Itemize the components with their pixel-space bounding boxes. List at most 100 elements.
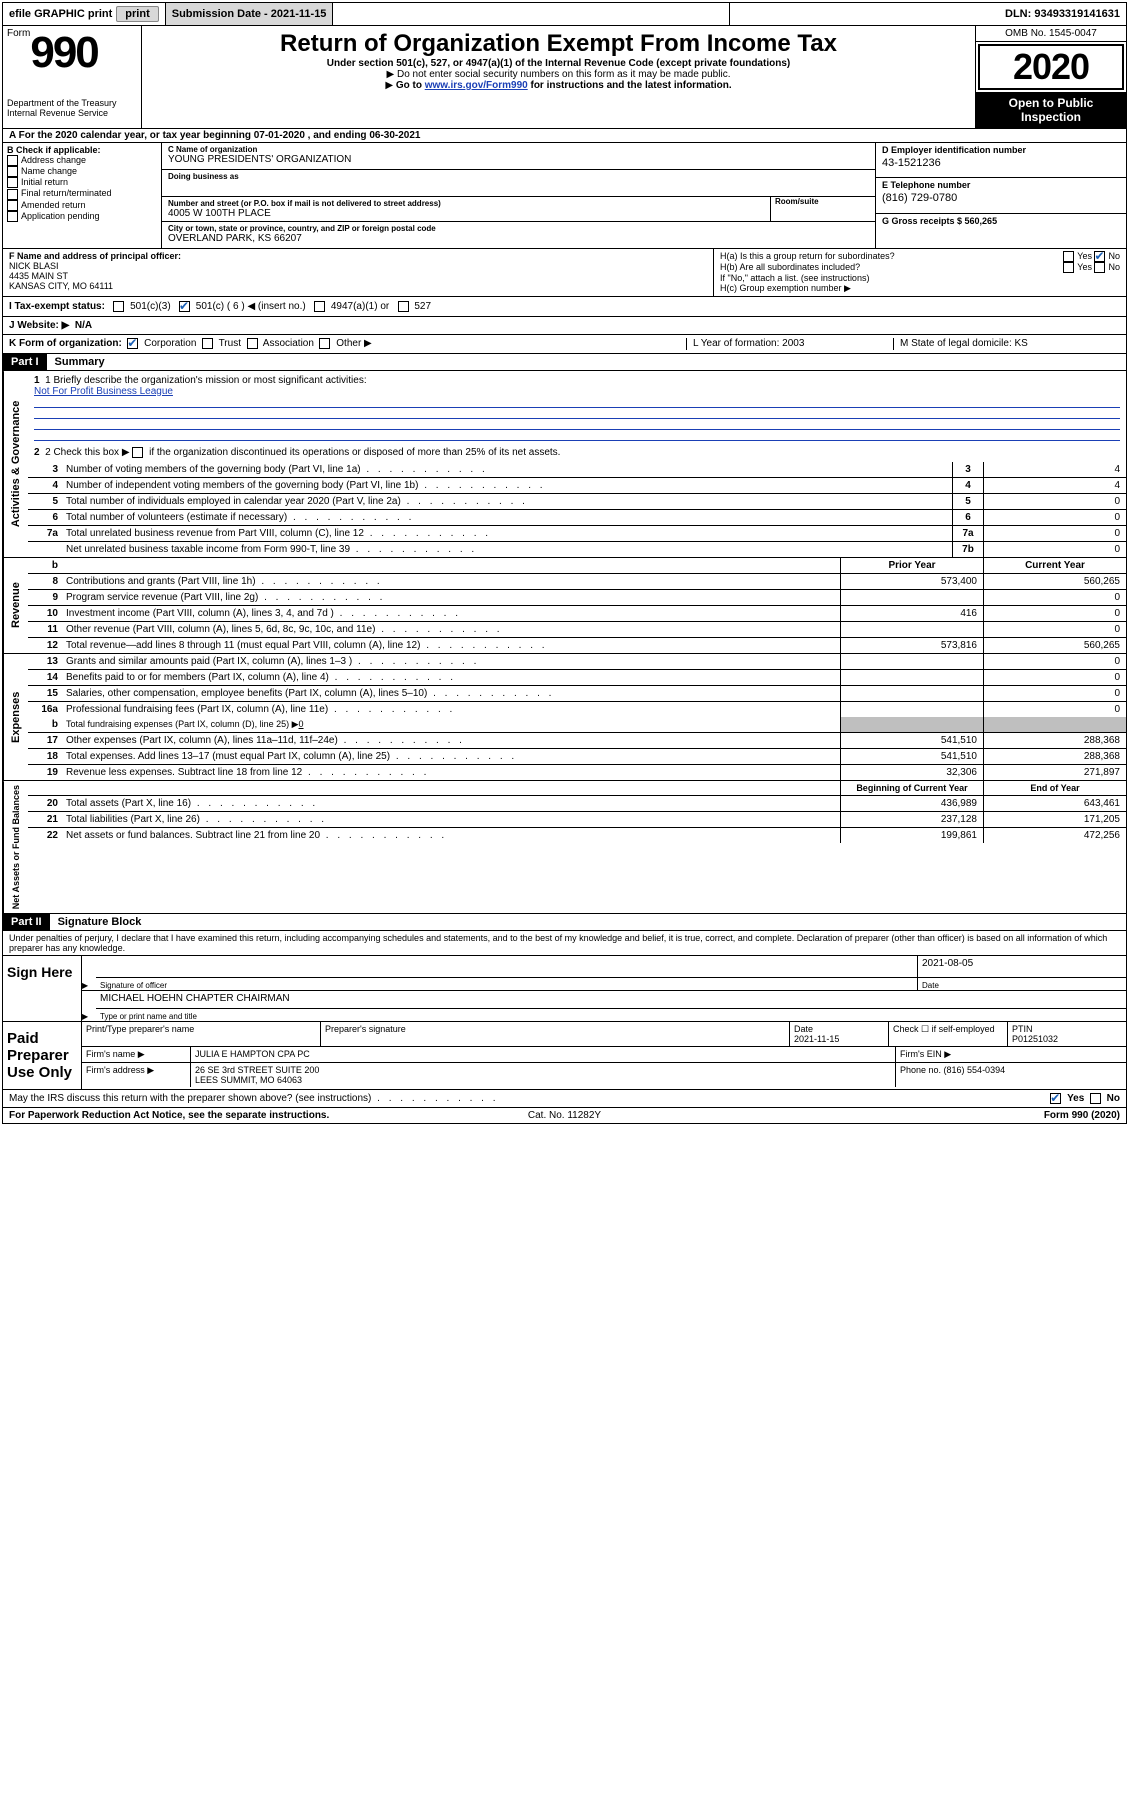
beginning-year-label: Beginning of Current Year: [840, 781, 983, 795]
summary-row: 12 Total revenue—add lines 8 through 11 …: [28, 638, 1126, 653]
city-label: City or town, state or province, country…: [168, 224, 869, 233]
mission-answer: Not For Profit Business League: [34, 386, 1120, 397]
part2-title: Signature Block: [50, 914, 1126, 930]
tax-year: 2020: [978, 44, 1124, 90]
row-current: 0: [983, 606, 1126, 621]
row-desc: Total number of individuals employed in …: [64, 494, 952, 509]
discuss-yesno[interactable]: Yes No: [970, 1093, 1120, 1104]
row-num: [28, 542, 64, 557]
sign-date-label: Date: [922, 981, 939, 990]
row-num: 15: [28, 686, 64, 701]
row-desc: Total expenses. Add lines 13–17 (must eq…: [64, 749, 840, 764]
row-num-16b: b: [28, 717, 64, 732]
row-value: 0: [983, 510, 1126, 525]
row-num: 12: [28, 638, 64, 653]
row-box-num: 7a: [952, 526, 983, 541]
title-block: Return of Organization Exempt From Incom…: [142, 26, 975, 128]
row-current: 560,265: [983, 638, 1126, 653]
cb-address-change[interactable]: Address change: [7, 155, 157, 166]
prep-date: 2021-11-15: [794, 1034, 839, 1044]
dln: DLN: 93493319141631: [730, 3, 1126, 25]
row-desc: Benefits paid to or for members (Part IX…: [64, 670, 840, 685]
firm-name: JULIA E HAMPTON CPA PC: [191, 1047, 896, 1062]
h-group: H(a) Is this a group return for subordin…: [714, 249, 1126, 296]
header: Form990 Department of the Treasury Inter…: [3, 26, 1126, 129]
prep-row-1: Print/Type preparer's name Preparer's si…: [82, 1022, 1126, 1047]
spacer: [333, 3, 730, 25]
city-value: OVERLAND PARK, KS 66207: [168, 233, 869, 244]
prep-sig-label: Preparer's signature: [321, 1022, 790, 1046]
row-desc: Total unrelated business revenue from Pa…: [64, 526, 952, 541]
q2-pre: 2 Check this box ▶: [45, 447, 132, 458]
part2-header: Part II Signature Block: [3, 914, 1126, 931]
row-current: 0: [983, 622, 1126, 637]
addr-value: 4005 W 100TH PLACE: [168, 208, 764, 219]
cb-527[interactable]: [398, 301, 409, 312]
cb-initial-return[interactable]: Initial return: [7, 177, 157, 188]
revenue-section: Revenue b Prior Year Current Year 8 Cont…: [3, 558, 1126, 654]
row-desc: Program service revenue (Part VIII, line…: [64, 590, 840, 605]
hc-label: H(c) Group exemption number ▶: [720, 283, 1120, 294]
row-desc: Total revenue—add lines 8 through 11 (mu…: [64, 638, 840, 653]
row-desc: Total assets (Part X, line 16): [64, 796, 840, 811]
phone-value: (816) 729-0780: [882, 190, 1120, 204]
row-prior: 237,128: [840, 812, 983, 827]
cb-501c[interactable]: [179, 301, 190, 312]
row-current: 171,205: [983, 812, 1126, 827]
row-prior: [840, 686, 983, 701]
row-value: 0: [983, 542, 1126, 557]
part2-tab: Part II: [3, 914, 50, 930]
summary-row: 19 Revenue less expenses. Subtract line …: [28, 765, 1126, 780]
cb-501c3[interactable]: [113, 301, 124, 312]
row-desc: Other expenses (Part IX, column (A), lin…: [64, 733, 840, 748]
inspection-label: Open to Public Inspection: [976, 92, 1126, 128]
cb-corporation[interactable]: [127, 338, 138, 349]
row-num: 10: [28, 606, 64, 621]
summary-row: 17 Other expenses (Part IX, column (A), …: [28, 733, 1126, 749]
row-current: 0: [983, 590, 1126, 605]
print-button[interactable]: print: [116, 6, 158, 22]
gross-receipts: G Gross receipts $ 560,265: [882, 216, 1120, 226]
cb-trust[interactable]: [202, 338, 213, 349]
cb-amended-return[interactable]: Amended return: [7, 200, 157, 211]
row-current: 288,368: [983, 749, 1126, 764]
firm-addr1: 26 SE 3rd STREET SUITE 200: [195, 1065, 891, 1075]
grey-cell-1: [840, 717, 983, 732]
addr-label: Number and street (or P.O. box if mail i…: [168, 199, 764, 208]
row-val-16b: 0: [299, 719, 304, 729]
officer-name: NICK BLASI: [9, 261, 707, 271]
row-desc: Other revenue (Part VIII, column (A), li…: [64, 622, 840, 637]
summary-row: 16a Professional fundraising fees (Part …: [28, 702, 1126, 717]
ha-yesno[interactable]: Yes No: [1063, 251, 1120, 262]
row-num: 14: [28, 670, 64, 685]
cb-4947[interactable]: [314, 301, 325, 312]
row-desc: Number of voting members of the governin…: [64, 462, 952, 477]
row-prior: 32,306: [840, 765, 983, 780]
b-label: B Check if applicable:: [7, 145, 157, 155]
arrow-icon: ▶: [82, 956, 96, 990]
omb-number: OMB No. 1545-0047: [976, 26, 1126, 42]
col-b-checkboxes: B Check if applicable: Address change Na…: [3, 143, 162, 248]
prep-selfemployed[interactable]: Check ☐ if self-employed: [889, 1022, 1008, 1046]
cb-discontinued[interactable]: [132, 447, 143, 458]
prep-date-label: Date: [794, 1024, 813, 1034]
cb-other[interactable]: [319, 338, 330, 349]
paid-preparer-label: Paid Preparer Use Only: [3, 1022, 82, 1089]
summary-row: 6 Total number of volunteers (estimate i…: [28, 510, 1126, 526]
row-current: 472,256: [983, 828, 1126, 843]
row-prior: 573,816: [840, 638, 983, 653]
subtitle-3: Go to www.irs.gov/Form990 for instructio…: [148, 80, 969, 91]
net-header-row: Beginning of Current Year End of Year: [28, 781, 1126, 796]
f-label: F Name and address of principal officer:: [9, 251, 707, 261]
irs-link[interactable]: www.irs.gov/Form990: [425, 80, 528, 91]
summary-row: 22 Net assets or fund balances. Subtract…: [28, 828, 1126, 843]
hb-yesno[interactable]: Yes No: [1063, 262, 1120, 273]
col-c-org-info: C Name of organization YOUNG PRESIDENTS'…: [162, 143, 876, 248]
discuss-row: May the IRS discuss this return with the…: [3, 1090, 1126, 1108]
prep-name-label: Print/Type preparer's name: [82, 1022, 321, 1046]
cb-name-change[interactable]: Name change: [7, 166, 157, 177]
cb-application-pending[interactable]: Application pending: [7, 211, 157, 222]
cb-association[interactable]: [247, 338, 258, 349]
ptin-value: P01251032: [1012, 1034, 1058, 1044]
cb-final-return[interactable]: Final return/terminated: [7, 188, 157, 199]
